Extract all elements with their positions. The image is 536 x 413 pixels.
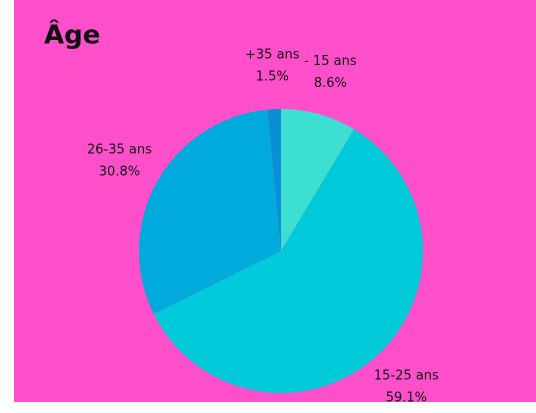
slice-label: 15-25 ans xyxy=(374,369,439,384)
pie-slice xyxy=(153,129,423,394)
slice-value: 1.5% xyxy=(256,70,289,85)
pie-slice xyxy=(139,109,281,314)
pie-slice xyxy=(281,109,355,251)
chart-title: Âge xyxy=(44,19,100,51)
slice-label: 26-35 ans xyxy=(87,142,152,157)
slice-value: 59.1% xyxy=(386,391,427,406)
slice-label: +35 ans xyxy=(245,48,300,63)
slice-label: - 15 ans xyxy=(304,54,357,69)
pie-slice xyxy=(267,109,281,251)
slice-value: 30.8% xyxy=(99,164,140,179)
slice-value: 8.6% xyxy=(314,76,347,91)
